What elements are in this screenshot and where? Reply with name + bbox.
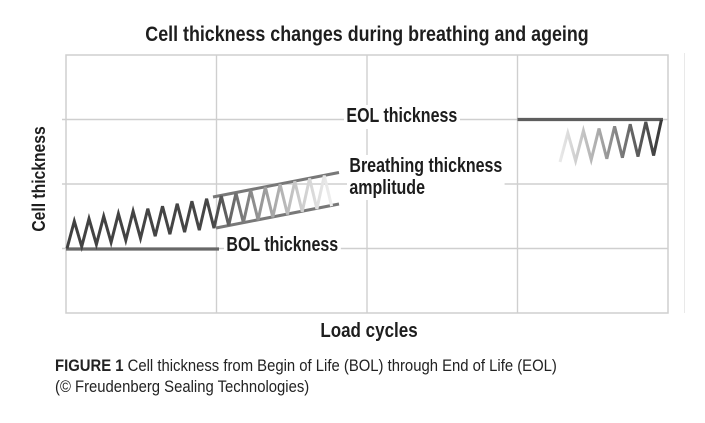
breathing-zigzag-bol	[65, 175, 334, 253]
x-axis-label: Load cycles	[320, 320, 418, 342]
annotation-eol-thickness: EOL thickness	[344, 105, 460, 129]
y-axis-label: Cell thickness	[29, 126, 49, 232]
figure-caption-credit: (© Freudenberg Sealing Technologies)	[55, 378, 310, 396]
breathing-envelope-upper	[212, 171, 340, 199]
figure-caption: FIGURE 1 Cell thickness from Begin of Li…	[55, 356, 631, 398]
plot-border	[65, 54, 669, 314]
breathing-envelope-lower	[215, 202, 340, 230]
figure-caption-text: Cell thickness from Begin of Life (BOL) …	[123, 357, 557, 375]
annotation-breathing-amplitude: Breathing thickness amplitude	[347, 155, 505, 200]
figure-caption-label: FIGURE 1	[55, 357, 124, 375]
chart-title: Cell thickness changes during breathing …	[145, 23, 589, 46]
annotation-bol-thickness: BOL thickness	[224, 234, 341, 258]
breathing-zigzag-eol	[558, 119, 663, 167]
